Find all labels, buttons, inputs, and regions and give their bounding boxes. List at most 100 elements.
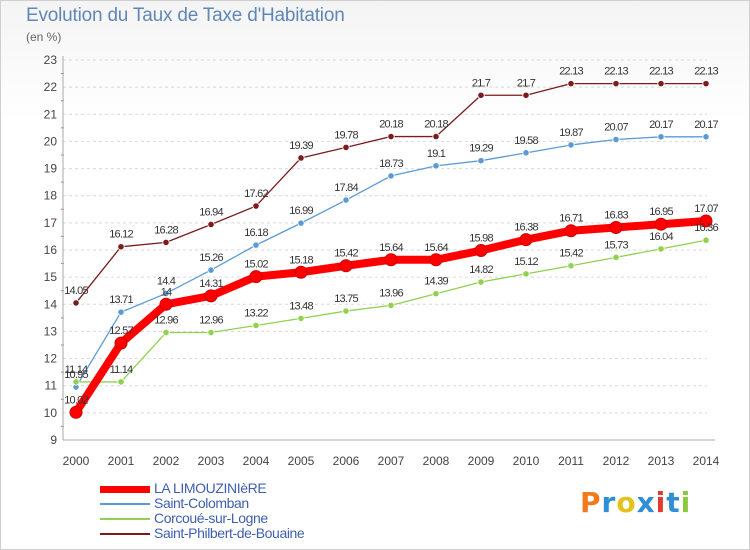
data-point	[162, 238, 170, 246]
data-point	[612, 135, 620, 144]
data-point	[522, 149, 530, 157]
data-label: 16.83	[604, 209, 628, 221]
x-tick-label: 2006	[333, 454, 360, 468]
data-label: 17.07	[694, 203, 718, 215]
data-label: 13.96	[379, 287, 403, 299]
data-point	[159, 297, 173, 311]
data-label: 20.18	[379, 119, 403, 131]
line-chart: 9 10 11 12 13 14 15 16 17 18 19 20 21 22 23 2000 2001 200…	[44, 53, 720, 468]
data-label: 10.02	[64, 394, 88, 406]
data-point	[252, 241, 260, 249]
data-label: 15.18	[289, 254, 313, 266]
data-point	[387, 132, 395, 141]
data-point	[207, 220, 215, 229]
data-label: 20.07	[604, 122, 628, 134]
y-tick-label: 15	[44, 270, 58, 284]
y-tick-label: 9	[50, 433, 57, 447]
y-tick-label: 12	[44, 352, 58, 366]
data-label: 19.78	[334, 129, 358, 141]
data-label: 22.13	[649, 66, 673, 78]
data-point	[204, 289, 218, 303]
data-label: 15.64	[424, 242, 448, 254]
data-label: 20.17	[694, 119, 718, 131]
data-point	[207, 266, 215, 274]
data-label: 13.48	[289, 300, 313, 312]
y-tick-label: 19	[44, 162, 58, 176]
data-label: 15.42	[559, 248, 583, 260]
data-point	[384, 253, 398, 267]
data-point	[297, 219, 305, 227]
data-point	[564, 224, 578, 238]
data-label: 14.82	[469, 264, 493, 276]
x-tick-label: 2002	[153, 454, 180, 468]
data-point	[339, 259, 353, 273]
data-point	[702, 133, 710, 141]
data-label: 15.98	[469, 233, 493, 245]
data-label: 19.58	[514, 135, 538, 147]
legend-label: Saint-Colomban	[154, 495, 249, 511]
data-point	[432, 290, 440, 298]
data-label: 11.14	[65, 364, 88, 376]
data-label: 14	[161, 286, 172, 298]
data-point	[699, 214, 713, 228]
y-tick-label: 13	[44, 324, 58, 338]
data-point	[387, 301, 395, 309]
data-point	[162, 328, 170, 337]
y-tick-label: 16	[44, 243, 58, 257]
data-point	[609, 220, 623, 234]
data-label: 16.28	[154, 224, 178, 236]
data-point	[72, 378, 80, 386]
legend-label: Saint-Philbert-de-Bouaine	[154, 525, 305, 541]
data-label: 19.39	[289, 140, 313, 152]
data-point	[114, 336, 128, 350]
data-point	[342, 307, 350, 315]
data-point	[567, 80, 575, 88]
data-label: 16.18	[244, 227, 268, 239]
data-point	[612, 80, 620, 88]
data-label: 10.95	[64, 369, 88, 381]
data-point	[522, 270, 530, 278]
x-tick-label: 2011	[558, 454, 584, 468]
data-point	[657, 80, 665, 88]
y-tick-label: 10	[44, 406, 58, 420]
x-tick-label: 2014	[693, 454, 720, 468]
data-label: 14.05	[64, 285, 88, 297]
y-tick-label: 18	[44, 189, 58, 203]
y-tick-label: 22	[44, 80, 58, 94]
data-point	[69, 405, 83, 419]
legend-swatch	[100, 518, 150, 520]
x-tick-label: 2008	[423, 454, 450, 468]
data-label: 19.87	[559, 127, 583, 139]
data-label: 16.99	[289, 205, 313, 217]
x-tick-label: 2007	[378, 454, 405, 468]
data-label: 19.1	[427, 148, 446, 160]
data-label: 22.13	[694, 66, 718, 78]
data-point	[294, 265, 308, 279]
data-label: 12.96	[154, 315, 178, 327]
data-label: 13.22	[244, 307, 268, 319]
data-point	[522, 91, 530, 99]
proxiti-logo: Proxiti	[580, 486, 692, 519]
data-label: 16.04	[649, 231, 673, 243]
data-point	[429, 253, 443, 267]
data-point	[432, 162, 440, 170]
x-tick-label: 2004	[243, 454, 270, 468]
data-point	[342, 196, 350, 204]
data-point	[252, 202, 260, 210]
data-point	[72, 299, 80, 307]
chart-title: Evolution du Taux de Taxe d'Habitation	[26, 5, 345, 26]
x-tick-label: 2012	[603, 454, 630, 468]
data-label: 15.02	[244, 259, 268, 271]
data-label: 14.31	[199, 278, 223, 290]
data-label: 15.12	[514, 256, 538, 268]
y-tick-label: 17	[44, 216, 58, 230]
data-point	[117, 243, 125, 251]
data-label: 11.14	[110, 364, 133, 376]
data-point	[567, 141, 575, 149]
x-tick-label: 2003	[198, 454, 225, 468]
y-tick-label: 23	[44, 53, 58, 67]
data-label: 13.75	[334, 293, 358, 305]
data-point	[252, 321, 260, 330]
data-label: 16.95	[649, 206, 673, 218]
legend-swatch	[100, 533, 150, 535]
